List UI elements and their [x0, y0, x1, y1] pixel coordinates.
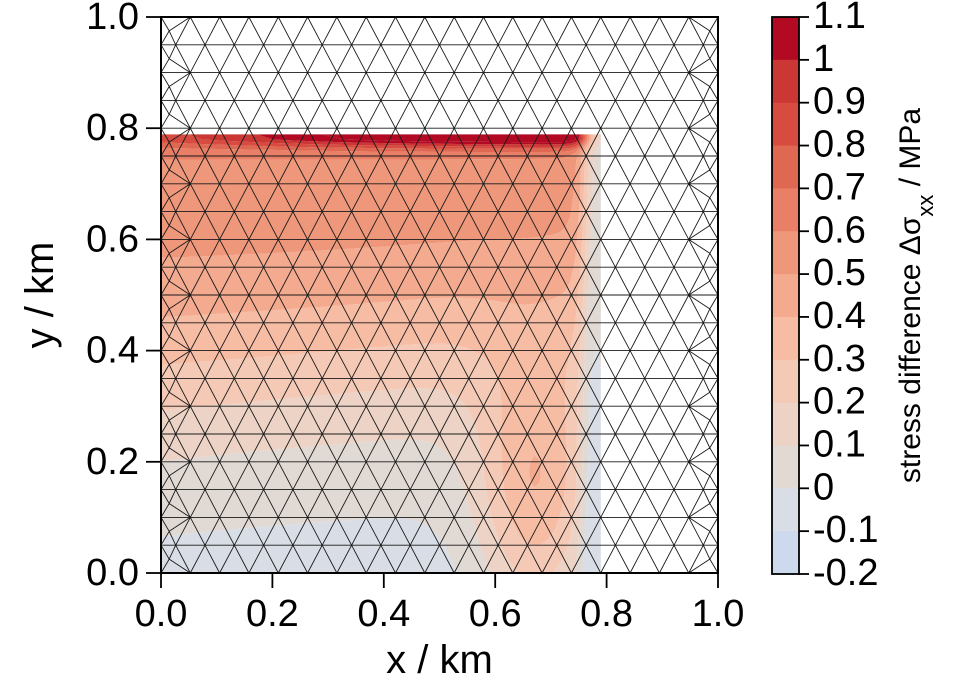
- svg-text:0.0: 0.0: [135, 593, 188, 635]
- svg-text:y / km: y / km: [18, 242, 62, 349]
- svg-text:1: 1: [813, 38, 834, 80]
- svg-text:-0.1: -0.1: [813, 509, 878, 551]
- svg-text:0.8: 0.8: [86, 107, 139, 149]
- svg-text:0.8: 0.8: [580, 593, 633, 635]
- svg-text:0.4: 0.4: [357, 593, 410, 635]
- svg-text:1.0: 1.0: [692, 593, 745, 635]
- svg-text:0.3: 0.3: [813, 338, 866, 380]
- svg-text:0.4: 0.4: [86, 330, 139, 372]
- svg-text:0.2: 0.2: [246, 593, 299, 635]
- svg-text:1.0: 1.0: [86, 0, 139, 38]
- svg-text:1.1: 1.1: [813, 0, 866, 37]
- svg-text:0.2: 0.2: [813, 381, 866, 423]
- svg-text:0.4: 0.4: [813, 295, 866, 337]
- svg-text:0.1: 0.1: [813, 423, 866, 465]
- svg-text:0.6: 0.6: [813, 209, 866, 251]
- svg-text:-0.2: -0.2: [813, 552, 878, 594]
- svg-text:0.6: 0.6: [469, 593, 522, 635]
- svg-text:0: 0: [813, 466, 834, 508]
- svg-text:0.5: 0.5: [813, 252, 866, 294]
- svg-text:0.7: 0.7: [813, 166, 866, 208]
- svg-text:0.6: 0.6: [86, 218, 139, 260]
- svg-text:0.2: 0.2: [86, 441, 139, 483]
- svg-text:0.0: 0.0: [86, 552, 139, 594]
- svg-text:0.9: 0.9: [813, 81, 866, 123]
- svg-text:0.8: 0.8: [813, 124, 866, 166]
- svg-text:x / km: x / km: [386, 638, 493, 675]
